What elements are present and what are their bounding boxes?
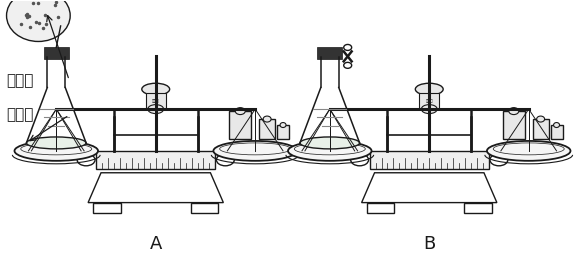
Bar [259, 119, 275, 139]
Ellipse shape [536, 116, 545, 122]
Bar [464, 203, 492, 213]
Bar [419, 93, 439, 109]
Ellipse shape [235, 108, 245, 115]
Ellipse shape [280, 123, 286, 127]
Ellipse shape [27, 137, 86, 149]
Ellipse shape [142, 83, 170, 95]
Bar [44, 47, 69, 59]
Text: ＩＩＩ: ＩＩＩ [426, 99, 433, 103]
Bar [146, 93, 166, 109]
Ellipse shape [14, 141, 98, 161]
Bar [367, 203, 394, 213]
Bar [503, 111, 525, 139]
Text: B: B [423, 235, 436, 253]
Text: 碳酸钠: 碳酸钠 [6, 73, 34, 88]
Bar [96, 151, 215, 169]
Ellipse shape [6, 0, 70, 42]
Bar [550, 125, 563, 139]
Text: 稀盐酸: 稀盐酸 [6, 108, 34, 123]
Bar [532, 119, 549, 139]
Bar [191, 203, 219, 213]
Bar [369, 151, 489, 169]
Ellipse shape [288, 141, 372, 161]
Ellipse shape [421, 105, 437, 114]
Bar [229, 111, 251, 139]
Ellipse shape [213, 141, 297, 161]
Ellipse shape [553, 123, 560, 127]
Ellipse shape [263, 116, 271, 122]
Ellipse shape [487, 141, 571, 161]
Bar [317, 47, 342, 59]
Text: A: A [150, 235, 162, 253]
Ellipse shape [148, 105, 164, 114]
Bar [277, 125, 289, 139]
Ellipse shape [300, 137, 360, 149]
Bar [93, 203, 121, 213]
Ellipse shape [415, 83, 443, 95]
Ellipse shape [509, 108, 519, 115]
Text: ＩＩＩ: ＩＩＩ [152, 99, 160, 103]
